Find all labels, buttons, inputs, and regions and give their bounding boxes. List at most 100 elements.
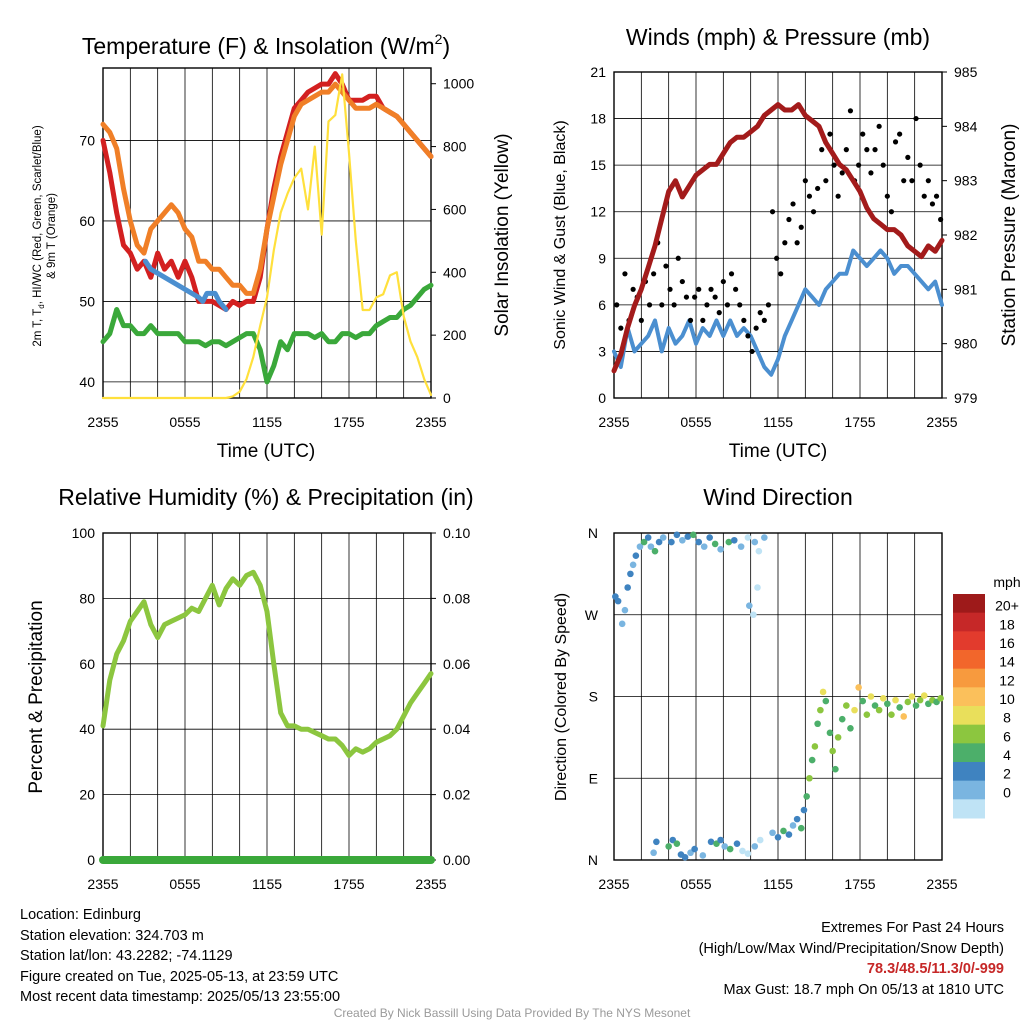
humidity-panel-title: Relative Humidity (%) & Precipitation (i… xyxy=(58,484,473,510)
gust-point xyxy=(810,209,817,215)
winds-ytick-label: 0 xyxy=(598,390,606,406)
colorbar-label: 8 xyxy=(1003,710,1011,726)
winds-ytick-right-label: 981 xyxy=(954,281,978,297)
wind-direction-point xyxy=(679,536,686,544)
wind-direction-point xyxy=(659,534,667,541)
wind-direction-point xyxy=(829,747,836,755)
colorbar-swatch xyxy=(953,743,985,763)
gust-point xyxy=(741,317,747,323)
gust-point xyxy=(679,278,685,285)
wind-direction-point xyxy=(888,711,895,718)
gust-point xyxy=(901,178,907,184)
location-text: Location: Edinburg xyxy=(20,907,141,923)
colorbar-label: 20+ xyxy=(995,598,1019,614)
winds-ytick-label: 9 xyxy=(598,250,606,266)
wind-direction-point xyxy=(691,845,698,853)
winds-ytick-label: 3 xyxy=(598,343,606,359)
latlon-text: Station lat/lon: 43.2282; -74.1129 xyxy=(20,948,233,964)
temperature-ylabel: 2m T, Td, HI/WC (Red, Green, Scarlet/Blu… xyxy=(32,125,46,346)
gust-point xyxy=(712,294,718,300)
gust-point xyxy=(753,325,759,331)
humidity-ytick-label: 0 xyxy=(87,852,95,868)
wind-direction-ytick-label: E xyxy=(589,770,598,786)
gust-point xyxy=(864,147,870,153)
gust-point xyxy=(618,325,624,331)
winds-ytick-right-label: 980 xyxy=(954,336,978,352)
gust-point xyxy=(794,240,800,246)
winds-ytick-right-label: 985 xyxy=(954,64,978,80)
wind-direction-point xyxy=(785,831,793,838)
wind-direction-point xyxy=(614,597,622,605)
humidity-xtick-label: 1155 xyxy=(252,876,282,892)
insolation-ylabel: Solar Insolation (Yellow) xyxy=(492,133,513,336)
winds-ylabel: Sonic Wind & Gust (Blue, Black) xyxy=(552,120,569,349)
created-text: Figure created on Tue, 2025-05-13, at 23… xyxy=(20,968,339,985)
gust-point xyxy=(847,108,854,114)
gust-point xyxy=(913,115,919,122)
pressure-series xyxy=(611,102,945,374)
colorbar-label: 12 xyxy=(999,672,1015,688)
wind-direction-point xyxy=(797,824,805,832)
wind-direction-point xyxy=(668,538,675,546)
gust-point xyxy=(831,162,837,168)
wind-direction-point xyxy=(843,702,850,709)
gust-point xyxy=(708,286,714,292)
temperature-ytick-right-label: 200 xyxy=(443,327,467,343)
colorbar-swatch xyxy=(953,706,985,726)
humidity-ytick-right-label: 0.00 xyxy=(443,852,470,868)
temperature-green-series xyxy=(100,282,434,385)
wind-direction-point xyxy=(892,696,899,704)
colorbar-label: 16 xyxy=(999,635,1015,651)
winds-panel: Winds (mph) & Pressure (mb) Sonic Wind &… xyxy=(552,24,1020,462)
colorbar-label: 14 xyxy=(999,654,1015,670)
wind-direction-point xyxy=(651,547,659,555)
gust-point xyxy=(646,302,653,308)
wind-direction-point xyxy=(739,847,746,855)
colorbar-swatch xyxy=(953,762,985,782)
wind-direction-point xyxy=(629,561,637,569)
humidity-ytick-right-label: 0.04 xyxy=(443,721,470,737)
wind-direction-point xyxy=(859,697,867,705)
wind-direction-point xyxy=(632,552,640,560)
gust-point xyxy=(929,201,936,207)
wind-direction-point xyxy=(900,713,908,720)
wind-direction-point xyxy=(684,533,692,540)
temperature-ytick-right-label: 400 xyxy=(443,264,467,280)
colorbar-swatch xyxy=(953,780,985,800)
wind-direction-point xyxy=(884,700,891,708)
wind-direction-point xyxy=(814,720,821,728)
gust-point xyxy=(745,333,751,339)
wind-direction-point xyxy=(750,611,757,619)
humidity-series xyxy=(100,569,434,758)
extremes-values: 78.3/48.5/11.3/0/-999 xyxy=(866,961,1004,977)
gust-point xyxy=(659,302,665,308)
winds-ytick-label: 18 xyxy=(590,111,606,127)
wind-direction-point xyxy=(717,546,724,553)
gust-point xyxy=(790,201,796,207)
winds-xtick-label: 2355 xyxy=(598,414,629,430)
temperature-ytick-label: 60 xyxy=(79,213,95,229)
wind-direction-point xyxy=(699,852,707,859)
wind-direction-point xyxy=(647,543,655,550)
wind-direction-point xyxy=(937,695,944,702)
wind-direction-point xyxy=(855,684,862,691)
gust-point xyxy=(835,193,841,199)
wind-direction-point xyxy=(755,547,763,555)
wind-direction-point xyxy=(793,815,801,823)
wind-direction-point xyxy=(803,793,810,800)
winds-ytick-right-label: 979 xyxy=(954,390,978,406)
winds-ytick-label: 12 xyxy=(590,204,606,220)
wind-direction-ytick-label: N xyxy=(588,852,598,868)
gust-point xyxy=(798,224,804,230)
wind-direction-point xyxy=(627,570,634,578)
gust-point xyxy=(687,317,694,323)
humidity-xtick-label: 1755 xyxy=(333,876,364,892)
temperature-xtick-label: 2355 xyxy=(87,414,118,430)
wind-direction-point xyxy=(904,698,912,706)
gust-point xyxy=(933,193,940,199)
wind-direction-xtick-label: 1155 xyxy=(763,876,793,892)
temperature-ytick-label: 70 xyxy=(79,132,95,148)
temperature-ytick-right-label: 1000 xyxy=(443,76,474,92)
wind-direction-point xyxy=(707,838,715,846)
humidity-xtick-label: 2355 xyxy=(415,876,446,892)
